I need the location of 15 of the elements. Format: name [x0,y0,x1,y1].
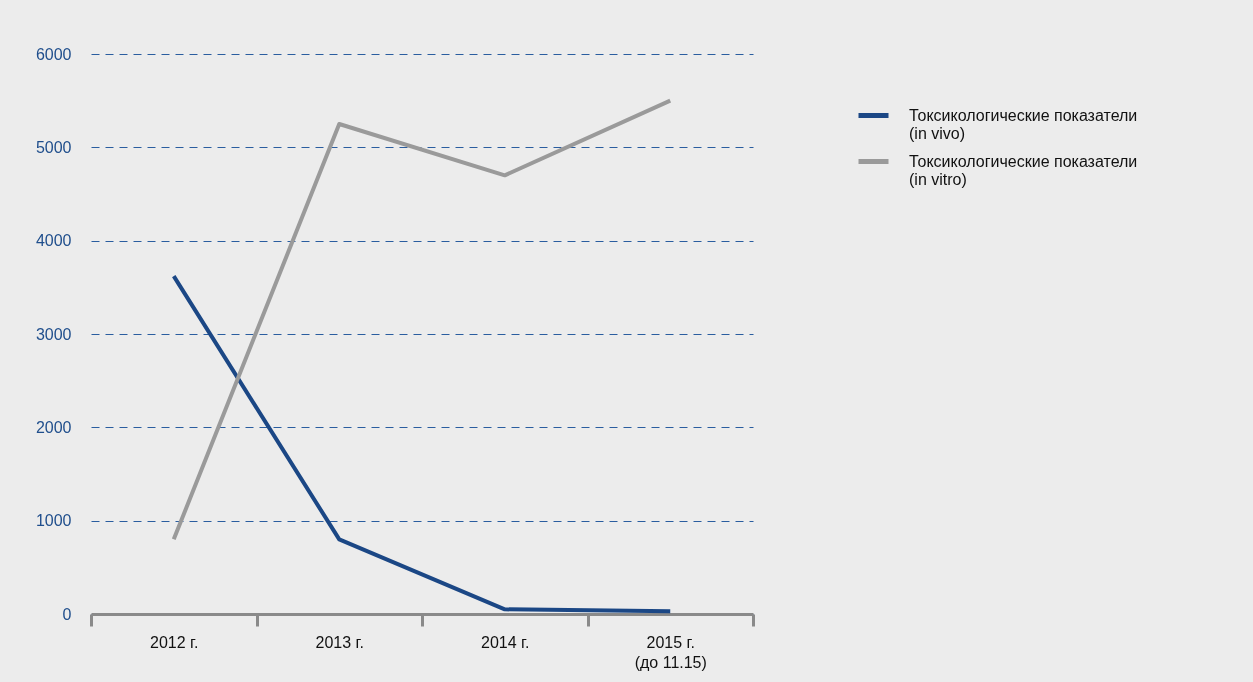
y-tick-label: 5000 [35,138,72,156]
x-tick-label: 2013 г. [315,633,364,651]
y-tick-label: 3000 [35,325,72,343]
line-series [171,98,673,542]
y-tick-label: 6000 [35,45,72,63]
y-tick-label: 0 [62,605,72,623]
y-tick-label: 2000 [35,418,72,436]
legend-label: Токсикологические показатели (in vivo) [909,106,1138,142]
legend-label: Токсикологические показатели (in vitro) [909,152,1138,188]
x-tick-label: 2014 г. [481,633,530,651]
x-tick-label: 2015 г. (до 11.15) [634,633,707,671]
x-tick-label: 2012 г. [150,633,199,651]
y-tick-label: 1000 [35,512,72,530]
line-series [171,274,673,614]
y-tick-label: 4000 [35,232,72,250]
